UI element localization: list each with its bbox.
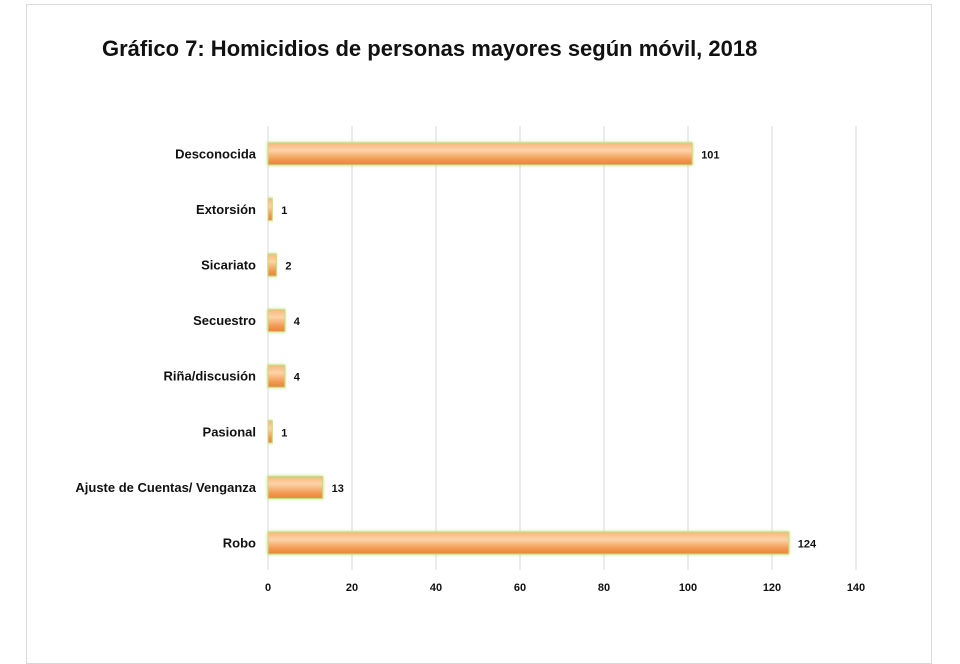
- data-label: 124: [798, 539, 817, 551]
- gridlines: [267, 126, 857, 570]
- bar: [267, 420, 273, 444]
- category-label: Robo: [223, 536, 256, 551]
- bar: [267, 142, 693, 166]
- x-tick-label: 0: [265, 582, 271, 594]
- bar: [267, 364, 286, 388]
- bar: [267, 531, 790, 555]
- x-tick-label: 40: [430, 582, 442, 594]
- x-tick-label: 60: [514, 582, 526, 594]
- x-tick-label: 100: [679, 582, 697, 594]
- category-label: Ajuste de Cuentas/ Venganza: [75, 480, 256, 495]
- data-label: 2: [285, 261, 291, 273]
- bar: [267, 197, 273, 221]
- data-label: 101: [701, 149, 719, 161]
- category-label: Pasional: [203, 424, 256, 439]
- data-label: 1: [281, 427, 287, 439]
- chart-title: Gráfico 7: Homicidios de personas mayore…: [102, 36, 758, 61]
- bar: [267, 309, 286, 333]
- category-label: Sicariato: [201, 258, 256, 273]
- data-label: 4: [294, 372, 301, 384]
- category-label: Riña/discusión: [164, 369, 257, 384]
- bars: [267, 142, 790, 555]
- x-tick-label: 120: [763, 582, 781, 594]
- labels: 0 20 40 60 80 100 120 140 Desconocida 101 Extorsió…: [75, 146, 865, 594]
- category-label: Secuestro: [193, 313, 256, 328]
- bar-chart: 0 20 40 60 80 100 120 140 Desconocida 101 Extorsió…: [75, 126, 865, 594]
- data-label: 4: [294, 316, 301, 328]
- x-tick-label: 20: [346, 582, 358, 594]
- category-label: Extorsión: [196, 202, 256, 217]
- data-label: 1: [281, 205, 287, 217]
- x-tick-label: 80: [598, 582, 610, 594]
- data-label: 13: [332, 483, 344, 495]
- x-tick-label: 140: [847, 582, 865, 594]
- bar: [267, 253, 277, 277]
- bar: [267, 475, 324, 499]
- category-label: Desconocida: [175, 146, 257, 161]
